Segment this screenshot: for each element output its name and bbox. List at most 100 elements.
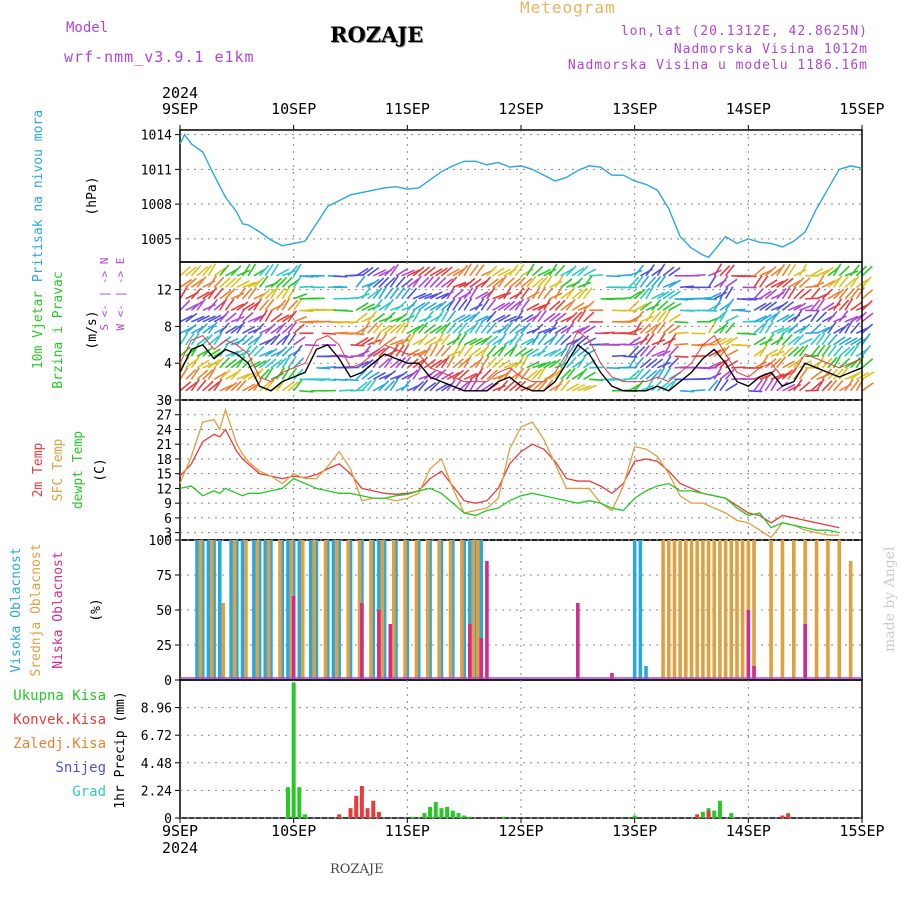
wind-arrow — [532, 362, 546, 369]
wind-arrow — [509, 323, 521, 334]
wind-arrow — [406, 287, 418, 300]
wind-arrow — [429, 291, 443, 300]
wind-arrow — [827, 356, 838, 369]
wind-arrow — [639, 301, 652, 311]
wind-arrow — [287, 367, 298, 380]
precip-ytick-label: 6.72 — [141, 729, 172, 744]
wind-axis-label-1: 10m Vjetar — [31, 291, 46, 369]
wind-arrow — [798, 323, 811, 334]
wind-arrow — [383, 356, 394, 369]
wind-arrow — [623, 309, 638, 312]
footer-station: ROZAJE — [330, 862, 384, 877]
temp-axis-label-3: dewpt Temp — [71, 431, 86, 509]
cloud-bar — [244, 540, 248, 680]
wind-arrow — [418, 292, 433, 300]
wind-arrow — [497, 275, 507, 288]
wind-arrow — [781, 334, 793, 346]
meteogram-title: Meteogram — [520, 0, 616, 17]
cloud-bar — [337, 540, 341, 680]
wind-arrow — [815, 378, 825, 392]
wind-arrow — [423, 310, 434, 323]
wind-arrow — [810, 345, 821, 357]
wind-arrow — [276, 268, 290, 277]
wind-arrow — [537, 345, 549, 357]
wind-arrow — [583, 325, 596, 334]
wind-arrow — [452, 343, 461, 357]
wind-arrow — [571, 370, 585, 380]
wind-arrow — [759, 290, 772, 300]
wind-arrow — [719, 309, 728, 323]
wind-arrow — [441, 371, 454, 380]
wind-arrow — [383, 298, 395, 311]
wind-arrow — [674, 331, 689, 335]
wind-arrow — [537, 379, 548, 392]
wind-arrow — [293, 344, 303, 357]
wind-arrow — [480, 368, 492, 380]
wind-arrow — [435, 309, 445, 323]
wind-arrow — [787, 304, 802, 312]
wind-arrow — [253, 332, 263, 346]
wind-arrow — [759, 313, 773, 323]
wind-arrow — [827, 277, 840, 288]
wind-arrow — [474, 380, 487, 392]
wind-arrow — [281, 381, 294, 392]
wind-arrow — [236, 269, 251, 277]
wind-arrow — [276, 346, 288, 357]
wind-arrow — [225, 371, 238, 380]
wind-arrow — [463, 337, 478, 346]
wind-arrow — [446, 355, 455, 369]
temperature-ytick-label: 15 — [156, 468, 172, 483]
precip-bar — [359, 785, 364, 818]
wind-arrow — [469, 264, 479, 277]
wind-arrow — [366, 322, 378, 334]
wind-arrow — [707, 275, 717, 288]
wind-arrow — [674, 343, 689, 346]
wind-arrow — [793, 302, 807, 311]
wind-arrow — [633, 320, 643, 334]
wind-arrow — [827, 379, 838, 392]
wind-arrow — [236, 373, 251, 381]
wind-arrow — [651, 322, 662, 334]
wind-arrow — [554, 286, 563, 300]
wind-arrow — [787, 263, 797, 277]
wind-arrow — [259, 349, 273, 358]
wind-arrow — [236, 321, 246, 334]
cloud-bar — [479, 540, 484, 680]
cloud-bar — [232, 540, 237, 680]
wind-arrow — [571, 311, 583, 323]
precip-legend-item: Zaledj.Kisa — [13, 736, 106, 752]
wind-arrow — [492, 357, 504, 369]
wind-arrow — [753, 336, 767, 346]
wind-arrow — [236, 301, 249, 311]
wind-arrow — [497, 314, 511, 323]
cloud-bar — [644, 666, 648, 680]
wind-arrow — [514, 309, 524, 323]
wind-arrow — [708, 372, 722, 381]
precip-bar — [297, 787, 302, 818]
wind-arrow — [372, 322, 384, 334]
wind-arrow — [764, 266, 777, 277]
cloud-bar — [229, 540, 233, 680]
wind-arrow — [554, 325, 568, 334]
wind-arrow — [219, 297, 228, 311]
wind-arrow — [537, 276, 548, 288]
wind-arrow — [423, 266, 436, 277]
wind-arrow — [276, 322, 287, 334]
wind-arrow — [645, 369, 658, 380]
wind-arrow — [486, 345, 497, 357]
wind-arrow — [520, 322, 531, 334]
wind-arrow — [849, 344, 860, 357]
wind-arrow — [412, 380, 425, 392]
wind-arrow — [219, 264, 230, 277]
wind-arrow — [764, 289, 777, 300]
wind-arrow — [787, 279, 801, 289]
wind-arrow — [395, 384, 410, 392]
wind-arrow — [815, 274, 825, 288]
wind-arrow — [355, 381, 368, 392]
cloud-bar — [291, 596, 296, 680]
wind-arrow — [634, 345, 646, 357]
wind-arrow — [423, 302, 437, 311]
wind-arrow — [179, 299, 191, 311]
wind-arrow — [850, 370, 863, 380]
wind-arrow — [810, 370, 823, 380]
